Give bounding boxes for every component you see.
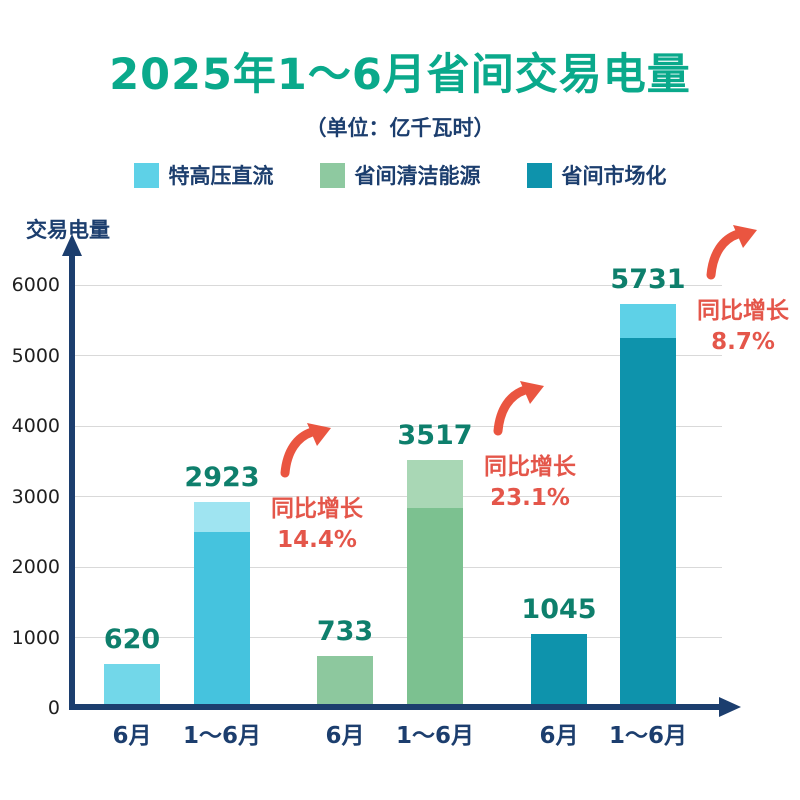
- x-axis-label: 1～6月: [182, 723, 261, 749]
- growth-annotation: 同比增长 14.4%: [252, 494, 382, 556]
- y-tick-label: 0: [47, 697, 60, 719]
- bar-value-label: 1045: [521, 594, 597, 626]
- y-tick-label: 4000: [11, 415, 60, 437]
- gridline: [72, 355, 722, 356]
- bar-value-label: 3517: [397, 420, 473, 452]
- growth-arrow-icon: [704, 224, 758, 280]
- growth-annotation-percent: 14.4%: [277, 526, 357, 553]
- bar-value-label: 733: [316, 616, 374, 648]
- legend-item: 省间市场化: [526, 160, 667, 190]
- growth-annotation-text: 同比增长: [271, 495, 363, 522]
- x-axis-line: [69, 704, 721, 710]
- y-tick-label: 6000: [11, 274, 60, 296]
- bar-value-label: 2923: [184, 461, 260, 493]
- y-tick-label: 2000: [11, 556, 60, 578]
- x-axis-label: 6月: [112, 723, 152, 749]
- bar: [407, 460, 463, 708]
- x-axis-arrow-icon: [719, 697, 741, 717]
- y-axis-line: [69, 254, 75, 710]
- legend-item: 特高压直流: [133, 160, 274, 190]
- growth-annotation-percent: 23.1%: [490, 485, 570, 512]
- gridline: [72, 637, 722, 638]
- x-axis-label: 6月: [325, 723, 365, 749]
- y-tick-label: 1000: [11, 626, 60, 649]
- page-title: 2025年1～6月省间交易电量: [109, 50, 691, 100]
- gridline: [72, 284, 722, 286]
- gridline: [72, 566, 722, 568]
- growth-annotation: 同比增长 8.7%: [678, 296, 800, 358]
- growth-annotation: 同比增长 23.1%: [465, 452, 595, 514]
- chart-unit-subtitle: （单位：亿千瓦时）: [305, 116, 495, 140]
- x-axis-label: 1～6月: [608, 723, 687, 749]
- legend-swatch-icon: [133, 162, 159, 188]
- legend-label: 省间清洁能源: [354, 164, 481, 188]
- bar: [317, 656, 373, 708]
- gridline: [72, 496, 722, 497]
- legend-item: 省间清洁能源: [319, 160, 481, 190]
- bar-top-segment: [407, 460, 463, 508]
- bar: [620, 303, 676, 708]
- bar: [104, 664, 160, 708]
- bar-top-segment: [194, 501, 250, 533]
- legend-swatch-icon: [319, 162, 345, 188]
- bar-top-segment: [620, 303, 676, 338]
- legend-label: 特高压直流: [168, 164, 274, 188]
- legend: 特高压直流 省间清洁能源 省间市场化: [0, 160, 800, 190]
- growth-annotation-text: 同比增长: [484, 454, 576, 481]
- x-axis-label: 1～6月: [395, 723, 474, 749]
- y-axis-arrow-icon: [62, 234, 82, 256]
- y-tick-label: 5000: [11, 344, 60, 367]
- legend-swatch-icon: [526, 162, 552, 188]
- gridline: [72, 425, 722, 427]
- growth-annotation-text: 同比增长: [697, 297, 789, 324]
- growth-arrow-icon: [491, 380, 545, 436]
- bar-value-label: 5731: [610, 263, 686, 295]
- bar-value-label: 620: [103, 624, 161, 656]
- x-axis-label: 6月: [539, 723, 579, 749]
- growth-annotation-percent: 8.7%: [711, 329, 775, 355]
- bar: [194, 501, 250, 708]
- growth-arrow-icon: [278, 422, 332, 478]
- legend-label: 省间市场化: [561, 164, 667, 188]
- y-tick-label: 3000: [11, 485, 60, 508]
- bar: [531, 634, 587, 708]
